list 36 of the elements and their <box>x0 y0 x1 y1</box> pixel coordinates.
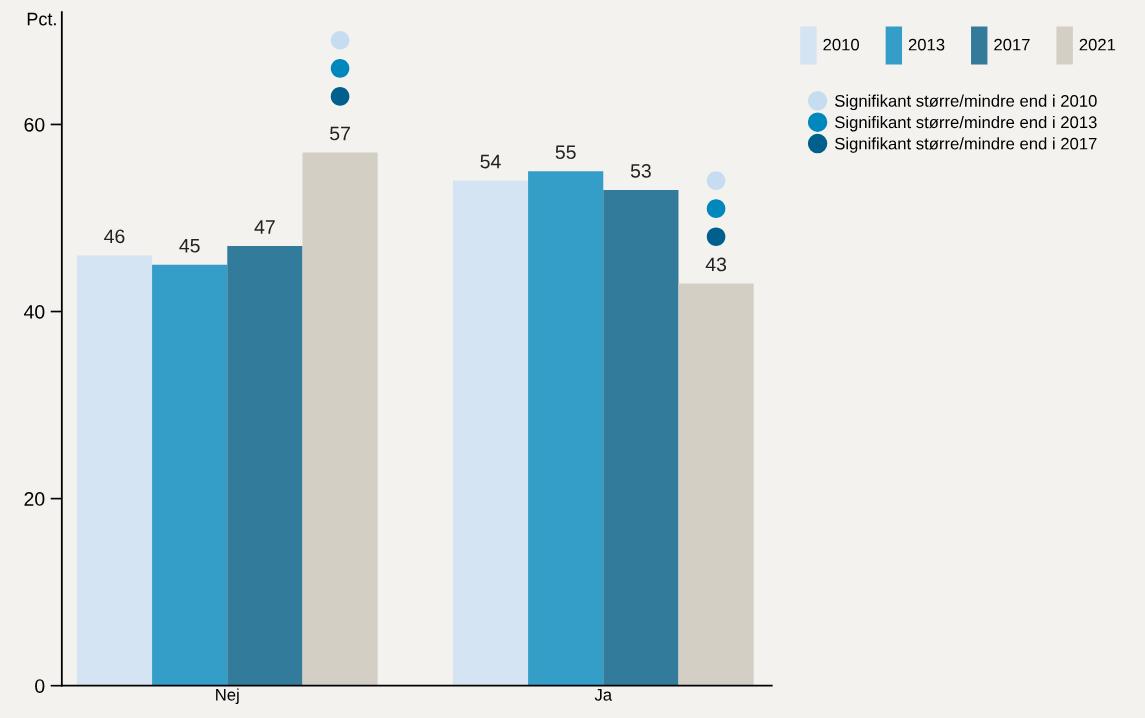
y-tick-label: 0 <box>35 679 45 693</box>
legend-label: 2013 <box>908 38 945 51</box>
y-tick-label: 20 <box>24 492 45 506</box>
data-label: 46 <box>104 229 125 244</box>
bar <box>152 264 228 686</box>
y-tick-label: 40 <box>23 305 45 319</box>
point <box>330 30 350 50</box>
bar <box>452 180 529 686</box>
bar <box>528 171 604 686</box>
data-label: 47 <box>254 220 275 234</box>
y-tick-label: 60 <box>24 117 45 132</box>
data-label: 43 <box>705 257 727 272</box>
legend-label: 2021 <box>1079 38 1116 51</box>
legend-label: Signifikant større/mindre end i 2013 <box>835 115 1097 132</box>
bar <box>76 255 153 686</box>
bar <box>227 246 303 686</box>
x-tick-label: Ja <box>594 689 613 701</box>
y-axis-title: Pct. <box>27 12 56 26</box>
legend-label: 2010 <box>823 38 860 51</box>
bar <box>603 189 679 686</box>
legend-label: 2017 <box>994 38 1030 51</box>
legend-label: Signifikant større/mindre end i 2010 <box>835 94 1097 111</box>
bar <box>678 283 754 686</box>
point <box>330 59 350 78</box>
legend-label: Signifikant større/mindre end i 2017 <box>835 137 1097 153</box>
data-label: 45 <box>179 239 200 253</box>
bar <box>302 152 378 686</box>
point <box>330 87 350 106</box>
data-label: 55 <box>555 145 576 160</box>
point <box>706 227 726 247</box>
data-label: 57 <box>330 126 350 141</box>
point <box>706 199 726 218</box>
point <box>706 171 726 190</box>
x-tick-label: Nej <box>216 688 239 704</box>
data-label: 53 <box>630 163 651 178</box>
data-label: 54 <box>480 154 501 169</box>
